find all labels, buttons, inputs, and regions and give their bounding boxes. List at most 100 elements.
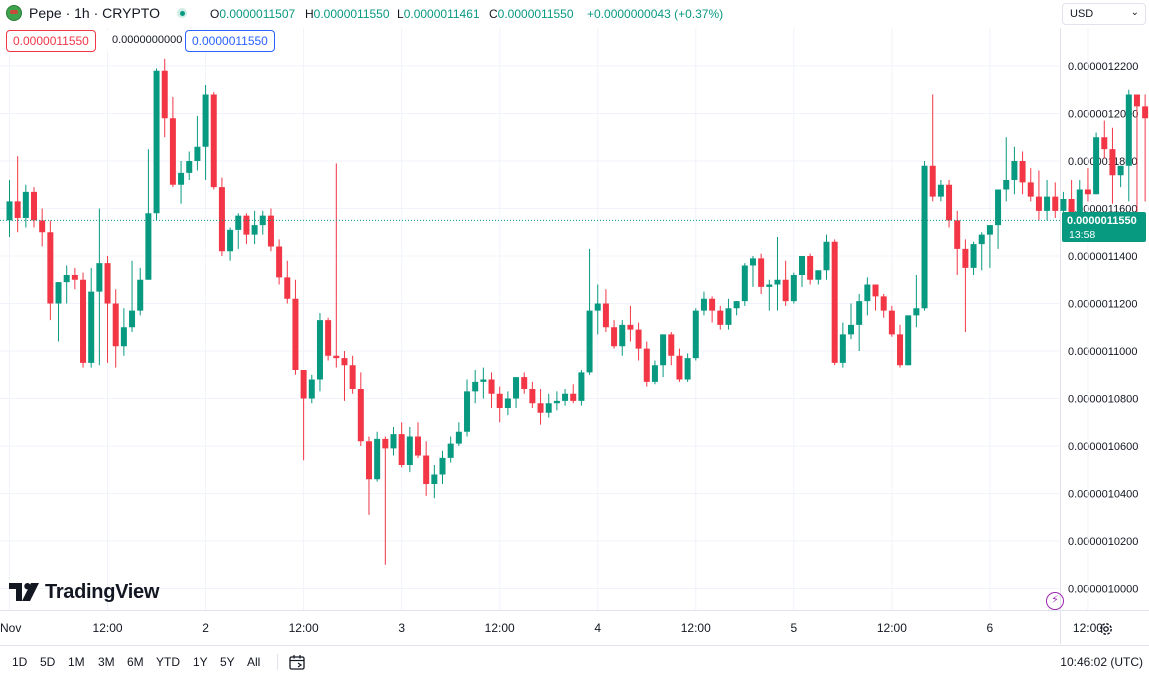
candle-body[interactable]	[807, 256, 814, 280]
buy-price-button[interactable]: 0.0000011550	[185, 30, 275, 52]
candle-body[interactable]	[145, 213, 152, 280]
range-button-1y[interactable]: 1Y	[193, 655, 208, 669]
candle-body[interactable]	[300, 370, 307, 399]
candle-body[interactable]	[627, 324, 634, 330]
candle-body[interactable]	[905, 315, 912, 366]
candle-body[interactable]	[749, 258, 756, 266]
candle-body[interactable]	[455, 431, 462, 444]
candle-body[interactable]	[1093, 137, 1100, 195]
candle-body[interactable]	[71, 275, 78, 280]
candle-body[interactable]	[227, 229, 234, 252]
candle-body[interactable]	[872, 284, 879, 297]
candle-body[interactable]	[692, 310, 699, 359]
candle-body[interactable]	[970, 244, 977, 268]
candle-body[interactable]	[962, 248, 969, 268]
candle-body[interactable]	[676, 355, 683, 380]
candle-body[interactable]	[316, 320, 323, 380]
candle-body[interactable]	[1125, 94, 1132, 166]
range-button-1m[interactable]: 1M	[68, 655, 85, 669]
candle-body[interactable]	[660, 334, 667, 366]
candle-body[interactable]	[831, 241, 838, 363]
candle-body[interactable]	[635, 329, 642, 349]
candle-body[interactable]	[717, 310, 724, 325]
candle-body[interactable]	[96, 263, 103, 292]
candle-body[interactable]	[55, 282, 62, 304]
candle-body[interactable]	[790, 275, 797, 302]
candle-body[interactable]	[39, 220, 46, 233]
candle-body[interactable]	[529, 389, 536, 404]
candle-body[interactable]	[913, 308, 920, 316]
candle-body[interactable]	[129, 310, 136, 328]
candle-body[interactable]	[570, 393, 577, 401]
candle-body[interactable]	[153, 70, 160, 214]
candle-body[interactable]	[1068, 199, 1075, 218]
candle-body[interactable]	[472, 381, 479, 392]
candle-body[interactable]	[725, 308, 732, 325]
candle-body[interactable]	[276, 246, 283, 278]
candle-body[interactable]	[31, 191, 38, 221]
candle-body[interactable]	[668, 334, 675, 356]
candle-body[interactable]	[390, 434, 397, 449]
candle-body[interactable]	[513, 377, 520, 399]
range-button-6m[interactable]: 6M	[127, 655, 144, 669]
candle-body[interactable]	[496, 393, 503, 408]
candle-body[interactable]	[349, 365, 356, 389]
candle-body[interactable]	[423, 455, 430, 485]
candle-body[interactable]	[880, 296, 887, 311]
range-button-5y[interactable]: 5Y	[220, 655, 235, 669]
candle-body[interactable]	[643, 348, 650, 382]
candle-body[interactable]	[562, 393, 569, 401]
candle-body[interactable]	[823, 241, 830, 271]
candle-body[interactable]	[921, 165, 928, 309]
candle-body[interactable]	[774, 279, 781, 285]
candle-body[interactable]	[447, 443, 454, 458]
candle-body[interactable]	[406, 436, 413, 466]
range-button-1d[interactable]: 1D	[12, 655, 28, 669]
candle-body[interactable]	[120, 327, 127, 347]
candle-body[interactable]	[398, 434, 405, 465]
candle-body[interactable]	[104, 263, 111, 304]
candle-body[interactable]	[357, 389, 364, 442]
symbol-title[interactable]: Pepe · 1h · CRYPTO	[29, 5, 160, 21]
candle-body[interactable]	[251, 225, 258, 235]
candle-body[interactable]	[586, 310, 593, 373]
candle-body[interactable]	[161, 70, 168, 119]
candle-body[interactable]	[766, 284, 773, 287]
candle-body[interactable]	[1027, 182, 1034, 197]
candle-body[interactable]	[178, 172, 185, 185]
candle-body[interactable]	[619, 324, 626, 347]
candle-body[interactable]	[1101, 137, 1108, 150]
candle-body[interactable]	[308, 379, 315, 399]
candle-body[interactable]	[602, 303, 609, 328]
candle-body[interactable]	[80, 279, 87, 363]
candle-body[interactable]	[684, 358, 691, 380]
candle-body[interactable]	[864, 284, 871, 302]
candle-body[interactable]	[888, 310, 895, 335]
candle-body[interactable]	[978, 234, 985, 245]
candle-body[interactable]	[651, 365, 658, 382]
candle-body[interactable]	[521, 377, 528, 389]
candle-body[interactable]	[986, 225, 993, 235]
candle-body[interactable]	[6, 201, 13, 221]
candle-body[interactable]	[382, 438, 389, 449]
candle-body[interactable]	[47, 232, 54, 304]
lightning-icon[interactable]: ⚡	[1046, 592, 1064, 610]
candle-body[interactable]	[1142, 106, 1149, 119]
candle-body[interactable]	[1084, 189, 1091, 195]
candle-body[interactable]	[839, 334, 846, 363]
candle-body[interactable]	[798, 256, 805, 275]
gear-icon[interactable]	[1097, 620, 1115, 638]
sell-price-button[interactable]: 0.0000011550	[6, 30, 96, 52]
candle-body[interactable]	[741, 265, 748, 302]
candle-body[interactable]	[578, 372, 585, 401]
candle-body[interactable]	[88, 291, 95, 363]
currency-select[interactable]: USD ⌄	[1062, 3, 1146, 25]
candle-body[interactable]	[929, 165, 936, 197]
candle-body[interactable]	[611, 327, 618, 347]
candle-body[interactable]	[937, 184, 944, 197]
candle-body[interactable]	[431, 474, 438, 485]
candle-body[interactable]	[1060, 199, 1067, 211]
candle-body[interactable]	[995, 189, 1002, 226]
range-button-ytd[interactable]: YTD	[156, 655, 180, 669]
